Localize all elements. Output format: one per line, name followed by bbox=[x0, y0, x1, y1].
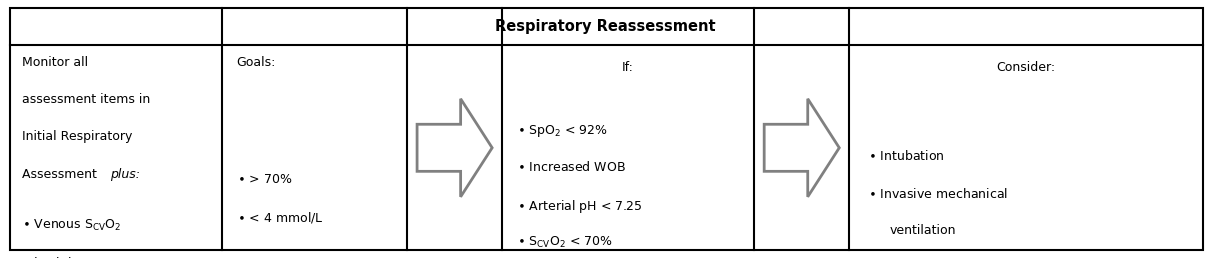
Text: $\bullet$ Intubation: $\bullet$ Intubation bbox=[867, 149, 945, 163]
Polygon shape bbox=[417, 99, 492, 197]
Text: $\bullet$ S$_{\mathregular{CV}}$O$_{\mathregular{2}}$ < 70%: $\bullet$ S$_{\mathregular{CV}}$O$_{\mat… bbox=[517, 235, 613, 250]
Text: Assessment: Assessment bbox=[22, 168, 101, 181]
Text: $\bullet$ Venous S$_{\mathregular{CV}}$O$_{\mathregular{2}}$: $\bullet$ Venous S$_{\mathregular{CV}}$O… bbox=[22, 218, 121, 233]
Text: If:: If: bbox=[622, 61, 635, 74]
Text: Monitor all: Monitor all bbox=[22, 56, 88, 69]
Text: $\bullet$ Lactate: $\bullet$ Lactate bbox=[22, 256, 81, 258]
Text: $\bullet$ Invasive mechanical: $\bullet$ Invasive mechanical bbox=[867, 187, 1008, 200]
Text: $\bullet$ < 4 mmol/L: $\bullet$ < 4 mmol/L bbox=[236, 211, 323, 225]
Text: $\bullet$ Arterial pH < 7.25: $\bullet$ Arterial pH < 7.25 bbox=[517, 198, 643, 215]
Text: Consider:: Consider: bbox=[997, 61, 1056, 74]
Text: $\bullet$ Increased WOB: $\bullet$ Increased WOB bbox=[517, 160, 626, 174]
Text: $\bullet$ SpO$_{\mathregular{2}}$ < 92%: $\bullet$ SpO$_{\mathregular{2}}$ < 92% bbox=[517, 123, 608, 139]
Text: Initial Respiratory: Initial Respiratory bbox=[22, 131, 132, 143]
Text: plus:: plus: bbox=[110, 168, 140, 181]
Text: ventilation: ventilation bbox=[889, 224, 955, 237]
Text: Goals:: Goals: bbox=[236, 56, 276, 69]
Text: assessment items in: assessment items in bbox=[22, 93, 150, 106]
Text: $\bullet$ > 70%: $\bullet$ > 70% bbox=[236, 173, 292, 186]
Text: Respiratory Reassessment: Respiratory Reassessment bbox=[495, 19, 716, 34]
Polygon shape bbox=[764, 99, 839, 197]
